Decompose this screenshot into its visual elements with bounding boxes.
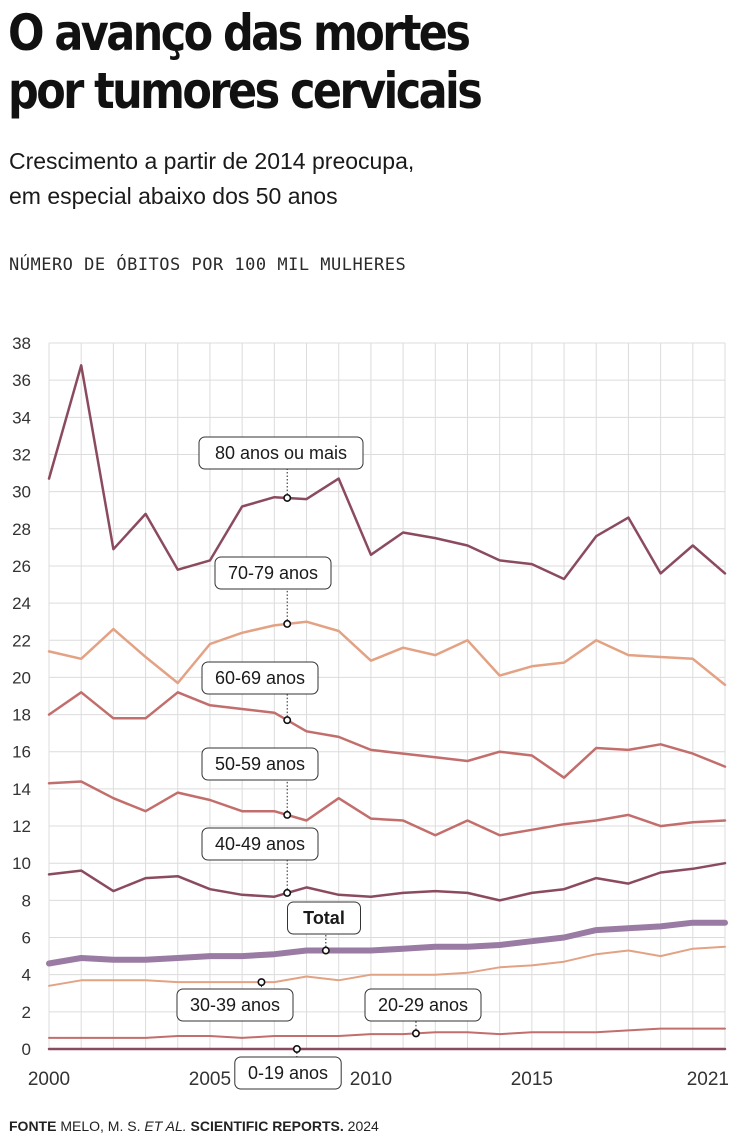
source-author: MELO, M. S.: [60, 1118, 141, 1134]
x-tick-label: 2021: [687, 1069, 729, 1090]
chart-title: O avanço das mortes por tumores cervicai…: [8, 4, 627, 120]
y-tick-label: 0: [22, 1040, 31, 1059]
series-label-box: [201, 661, 319, 695]
series-label-box: [234, 1056, 342, 1090]
series-label: 0-19 anos: [248, 1063, 328, 1083]
series-line: [48, 945, 726, 987]
annotation-marker: [292, 1045, 301, 1054]
x-tick-label: 2015: [511, 1069, 553, 1090]
chart-subtitle-line-2: em especial abaixo dos 50 anos: [9, 183, 338, 209]
y-tick-label: 24: [12, 594, 31, 613]
series-label: 70-79 anos: [228, 563, 318, 583]
series-label-box: [201, 747, 319, 781]
y-axis-unit-label: NÚMERO DE ÓBITOS POR 100 MIL MULHERES: [9, 255, 407, 275]
y-tick-label: 16: [12, 743, 31, 762]
y-tick-label: 12: [12, 817, 31, 836]
chart-subtitle: Crescimento a partir de 2014 preocupa, e…: [9, 144, 729, 214]
chart-title-line-1: O avanço das mortes: [8, 4, 471, 62]
annotation-marker: [283, 810, 292, 819]
source-year: 2024: [347, 1118, 379, 1134]
series-line: [47, 364, 727, 581]
series-label: 50-59 anos: [215, 754, 305, 774]
series-label-box: [287, 901, 361, 935]
y-tick-label: 32: [12, 445, 31, 464]
annotation-marker: [257, 978, 266, 987]
series-label-box: [176, 988, 294, 1022]
x-tick-label: 2010: [350, 1069, 392, 1090]
x-tick-label: 2000: [28, 1069, 70, 1090]
annotation-marker: [283, 716, 292, 725]
series-label: 20-29 anos: [378, 995, 468, 1015]
series-line: [46, 919, 728, 967]
annotation-marker: [411, 1029, 420, 1038]
y-tick-label: 30: [12, 483, 31, 502]
y-tick-label: 6: [22, 929, 31, 948]
y-tick-label: 38: [12, 334, 31, 353]
chart-subtitle-line-1: Crescimento a partir de 2014 preocupa,: [9, 148, 415, 174]
y-tick-label: 20: [12, 668, 31, 687]
y-tick-label: 18: [12, 706, 31, 725]
series-label: 40-49 anos: [215, 834, 305, 854]
source-label: FONTE: [9, 1118, 57, 1134]
series-label-box: [364, 988, 482, 1022]
y-tick-label: 26: [12, 557, 31, 576]
y-tick-label: 22: [12, 631, 31, 650]
y-tick-label: 8: [22, 891, 31, 910]
annotation-marker: [283, 888, 292, 897]
series-line: [48, 1027, 726, 1039]
series-label-box: [198, 436, 364, 470]
annotation-marker: [283, 493, 292, 502]
series-label-box: [201, 827, 319, 861]
y-tick-label: 36: [12, 371, 31, 390]
series-label: 80 anos ou mais: [215, 443, 347, 463]
y-tick-label: 34: [12, 408, 31, 427]
y-tick-label: 2: [22, 1003, 31, 1022]
series-label: 60-69 anos: [215, 668, 305, 688]
source-journal: SCIENTIFIC REPORTS.: [190, 1118, 344, 1134]
series-label: Total: [303, 908, 345, 928]
source-note: FONTE MELO, M. S. ET AL. SCIENTIFIC REPO…: [9, 1118, 379, 1134]
series-label-box: [214, 556, 332, 590]
chart-title-line-2: por tumores cervicais: [8, 62, 483, 120]
y-tick-label: 10: [12, 854, 31, 873]
series-line: [47, 780, 727, 837]
annotation-marker: [283, 619, 292, 628]
series-line: [47, 861, 727, 902]
y-tick-label: 28: [12, 520, 31, 539]
series-line: [47, 620, 727, 687]
x-tick-label: 2005: [189, 1069, 231, 1090]
annotation-marker: [321, 946, 330, 955]
y-tick-label: 14: [12, 780, 31, 799]
series-label: 30-39 anos: [190, 995, 280, 1015]
y-tick-label: 4: [22, 966, 31, 985]
source-etal: ET AL.: [144, 1118, 187, 1134]
series-line: [47, 691, 727, 779]
